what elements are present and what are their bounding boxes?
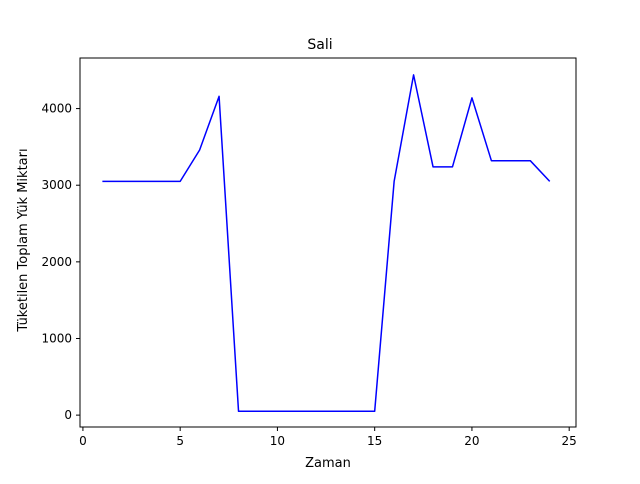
- y-tick-label: 1000: [41, 331, 72, 345]
- y-tick-label: 0: [64, 408, 72, 422]
- x-tick-label: 10: [270, 434, 285, 448]
- y-tick-label: 3000: [41, 178, 72, 192]
- y-tick-label: 4000: [41, 102, 72, 116]
- x-tick-label: 20: [464, 434, 479, 448]
- x-axis-label: Zaman: [305, 456, 351, 471]
- series-line-0: [102, 74, 551, 413]
- x-tick-label: 5: [176, 434, 184, 448]
- chart-title: Sali: [307, 37, 332, 53]
- x-tick-label: 0: [79, 434, 87, 448]
- x-tick-label: 25: [562, 434, 577, 448]
- y-axis-label: Tüketilen Toplam Yük Miktarı: [16, 148, 31, 332]
- y-tick-label: 2000: [41, 255, 72, 269]
- plot-area: 0 5 10 15 20 25 0 1000 2000 3000 4000: [41, 57, 577, 448]
- x-tick-label: 15: [367, 434, 382, 448]
- axes-frame: [79, 57, 577, 428]
